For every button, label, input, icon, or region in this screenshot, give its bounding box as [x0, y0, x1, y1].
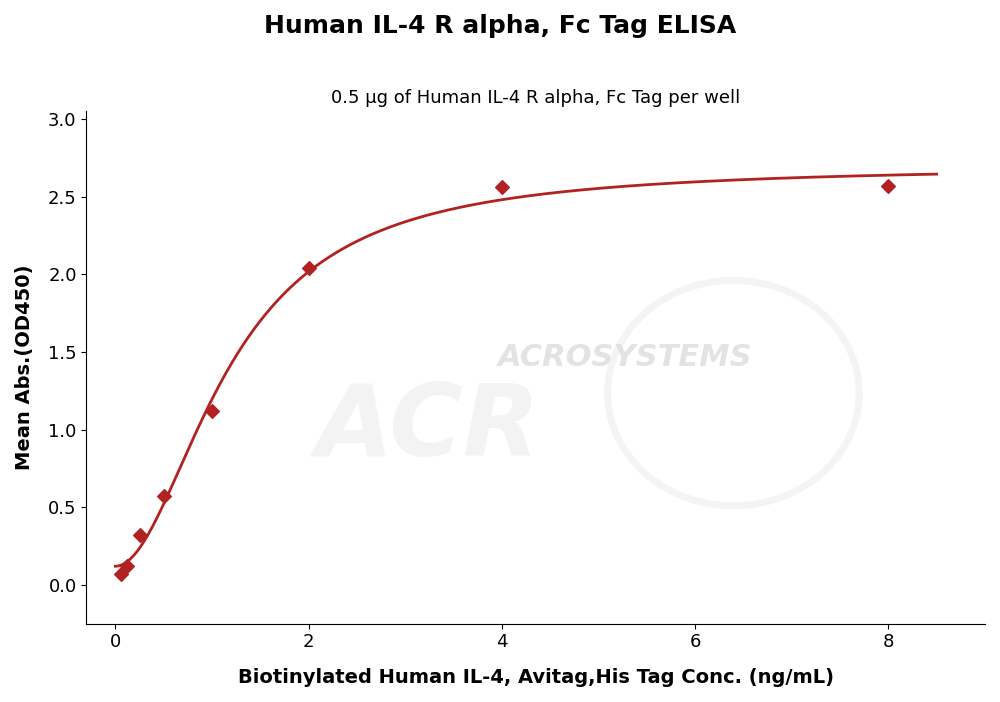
- X-axis label: Biotinylated Human IL-4, Avitag,His Tag Conc. (ng/mL): Biotinylated Human IL-4, Avitag,His Tag …: [238, 668, 834, 687]
- Point: [880, 180, 896, 192]
- Point: [494, 182, 510, 193]
- Point: [204, 405, 220, 416]
- Title: 0.5 μg of Human IL-4 R alpha, Fc Tag per well: 0.5 μg of Human IL-4 R alpha, Fc Tag per…: [331, 89, 740, 107]
- Point: [119, 561, 135, 572]
- Y-axis label: Mean Abs.(OD450): Mean Abs.(OD450): [15, 265, 34, 470]
- Text: ACR: ACR: [316, 380, 540, 477]
- Text: ACROSYSTEMS: ACROSYSTEMS: [498, 343, 753, 372]
- Text: Human IL-4 R alpha, Fc Tag ELISA: Human IL-4 R alpha, Fc Tag ELISA: [264, 14, 736, 38]
- Point: [301, 263, 317, 274]
- Point: [132, 529, 148, 541]
- Point: [113, 569, 129, 580]
- Point: [156, 491, 172, 502]
